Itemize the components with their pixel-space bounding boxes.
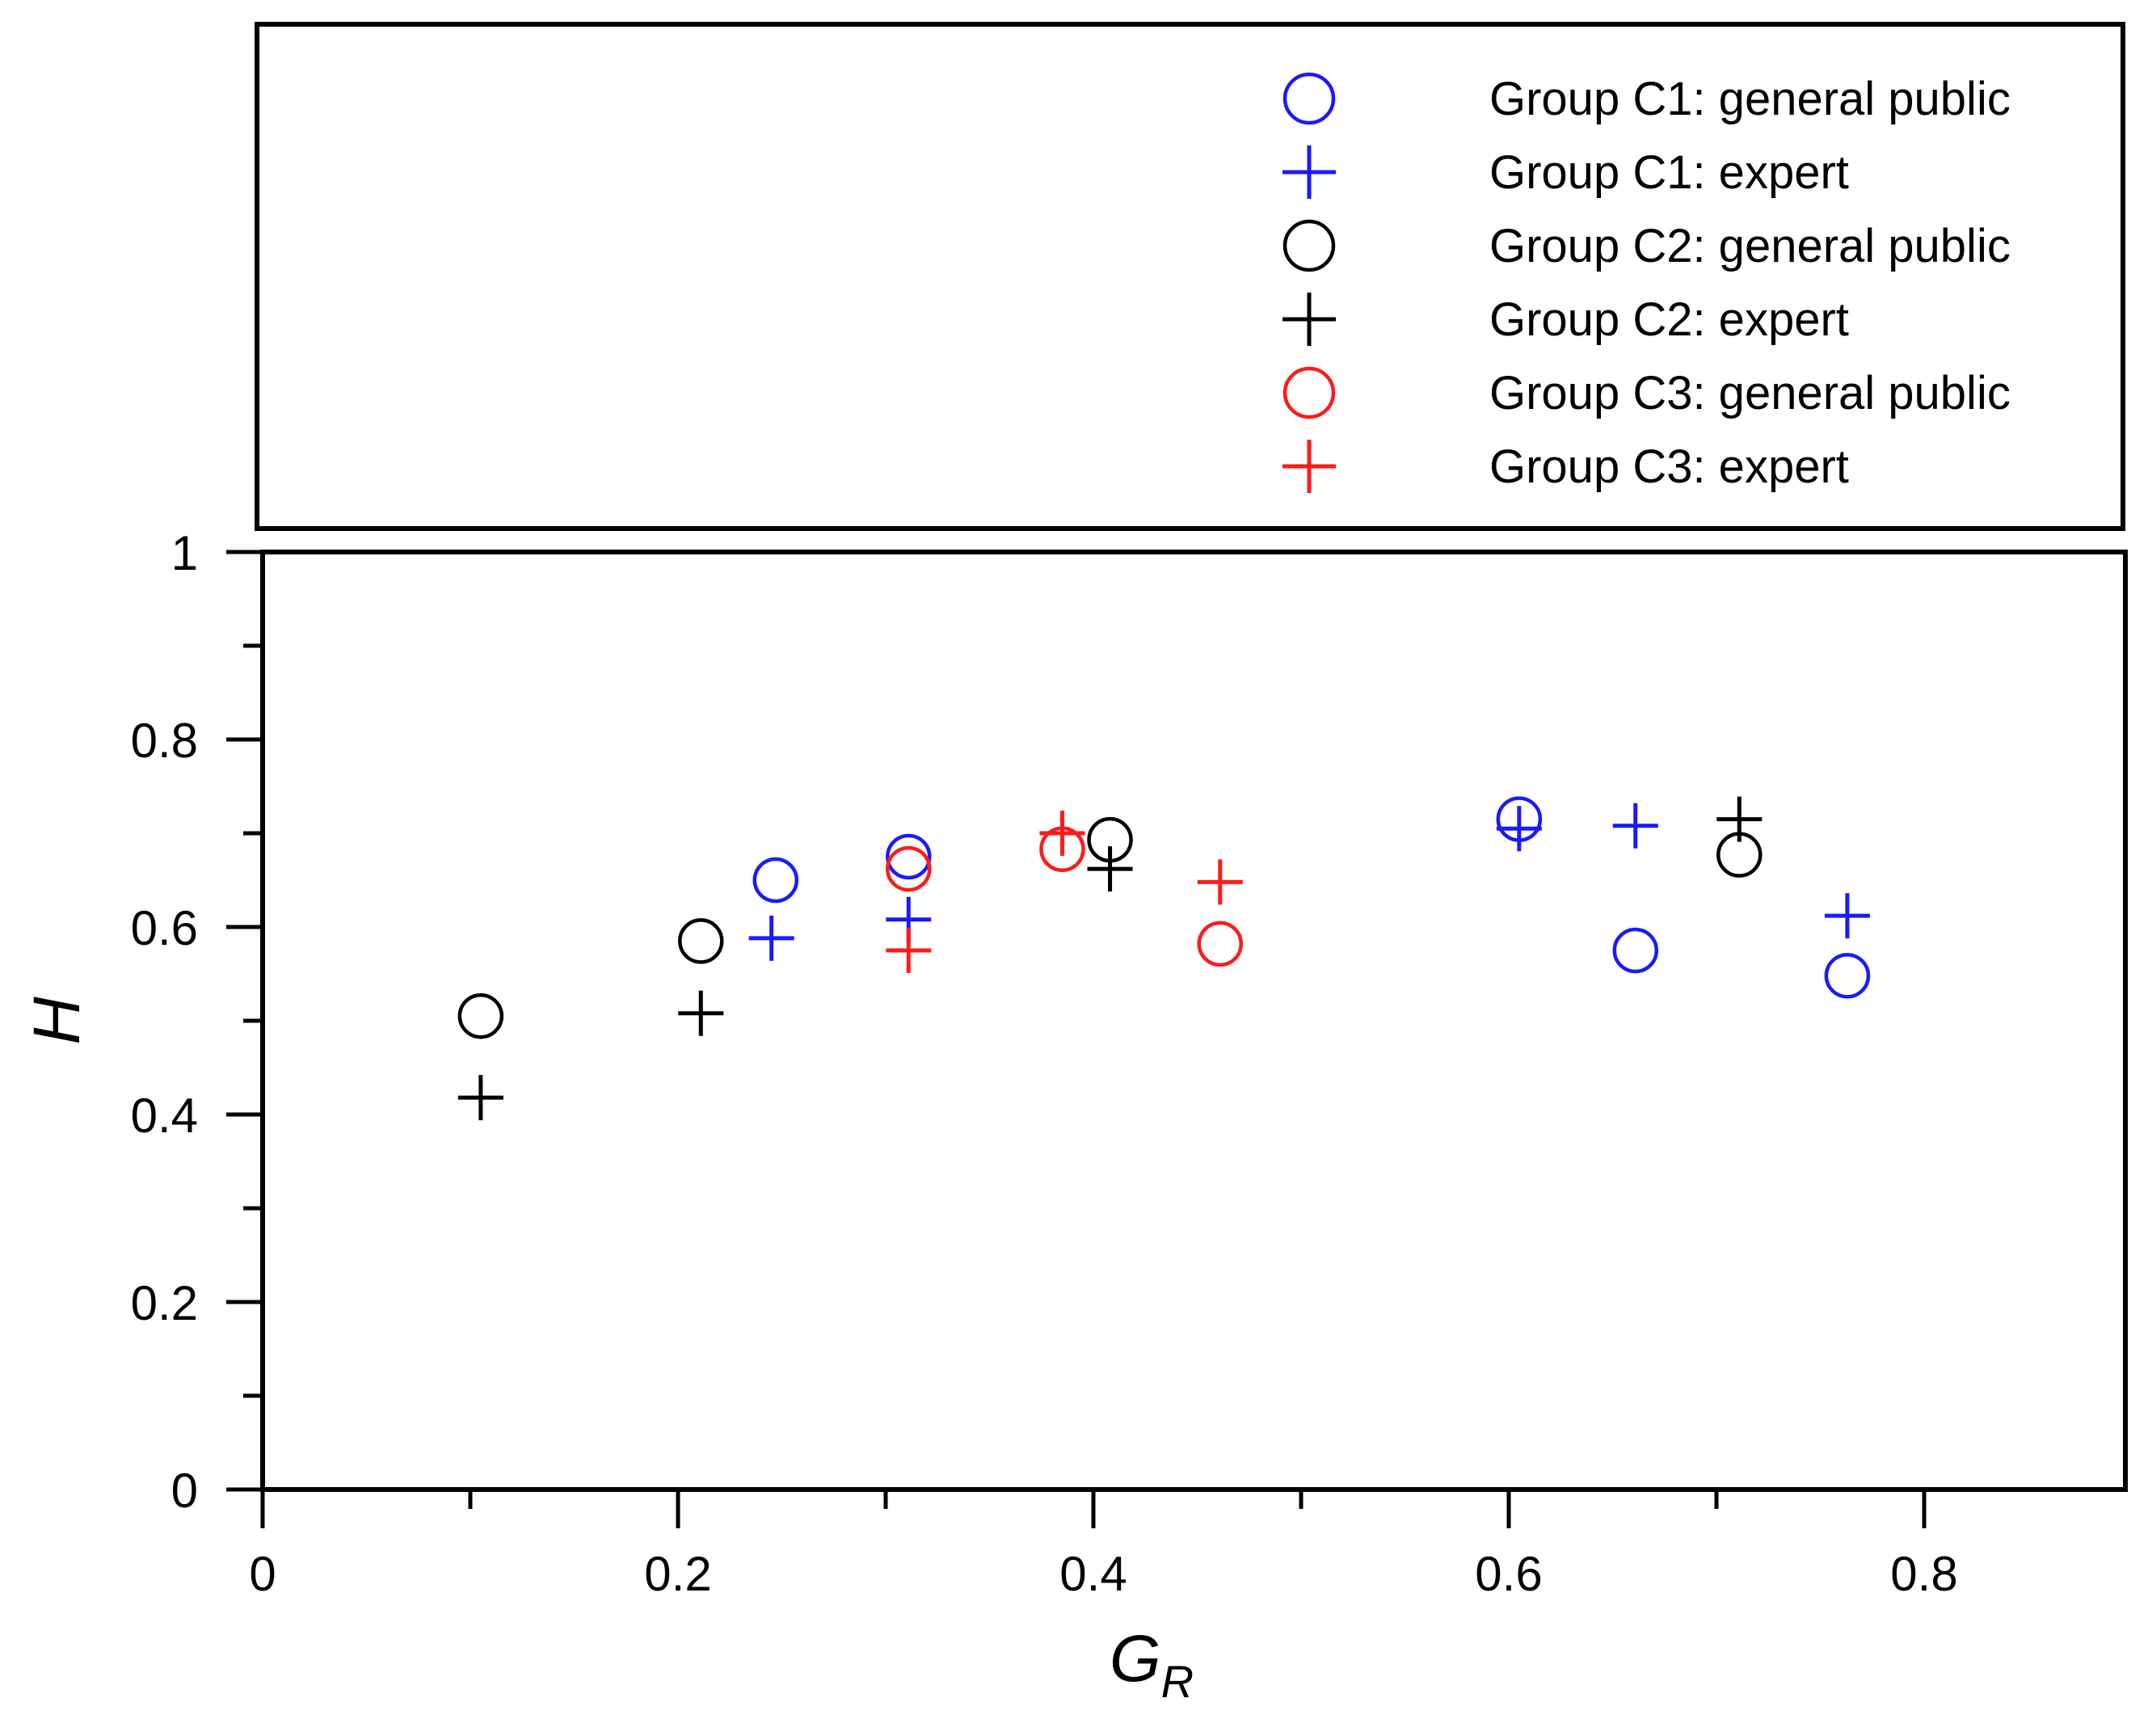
plot-frame [260,550,2128,1492]
data-point-plus [678,990,724,1036]
data-point-circle [678,918,724,964]
legend-circle-marker [1282,72,1336,125]
legend-item: Group C3: expert [1282,440,1849,493]
legend-frame [255,22,2125,531]
legend-plus-marker [1282,440,1336,493]
x-tick-label: 0.4 [1059,1547,1127,1601]
legend: Group C1: general public Group C1: expert… [255,22,2125,531]
x-tick-label: 0.2 [644,1547,711,1601]
legend-item: Group C2: general public [1282,219,2011,272]
legend-label: Group C1: general public [1489,73,2011,125]
x-tick-label: 0.6 [1475,1547,1542,1601]
x-tick-label: 0 [249,1547,276,1601]
legend-label: Group C3: general public [1489,367,2011,419]
plot-area: 0 0.2 0.4 0.6 0.8 0 0.2 0.4 0.6 0.8 1 [131,526,2128,1601]
y-tick-label: 0.8 [131,714,198,768]
x-axis: 0 0.2 0.4 0.6 0.8 [249,1490,1958,1601]
data-point-plus [886,928,932,973]
data-point-plus [1716,796,1763,842]
data-points [457,796,1871,1121]
legend-label: Group C2: general public [1489,220,2011,272]
data-point-circle [886,845,932,892]
x-tick-label: 0.8 [1890,1547,1957,1601]
data-point-plus [457,1075,503,1121]
legend-label: Group C2: expert [1489,293,1849,346]
data-point-plus [1612,803,1658,849]
y-tick-label: 0 [171,1464,198,1518]
y-axis-title: H [20,997,94,1045]
legend-circle-marker [1282,219,1336,272]
data-point-plus [748,915,794,961]
data-point-circle [752,857,799,904]
legend-plus-marker [1282,145,1336,199]
legend-circle-marker [1282,366,1336,419]
y-tick-label: 1 [171,526,198,580]
legend-item: Group C1: general public [1282,72,2011,125]
x-axis-title: GR [1110,1622,1194,1707]
data-point-plus [1087,846,1133,892]
legend-label: Group C1: expert [1489,146,1849,199]
legend-item: Group C1: expert [1282,145,1849,199]
data-point-plus [1496,806,1542,852]
data-point-circle [886,833,932,880]
y-tick-label: 0.4 [131,1089,198,1143]
y-tick-label: 0.2 [131,1276,198,1330]
y-tick-label: 0.6 [131,901,198,955]
data-point-plus [1197,859,1243,905]
data-point-circle [1612,927,1659,974]
legend-item: Group C2: expert [1282,293,1849,346]
data-point-plus [1824,893,1870,939]
data-point-plus [1039,811,1085,856]
legend-label: Group C3: expert [1489,440,1849,493]
data-point-circle [1824,953,1871,999]
legend-item: Group C3: general public [1282,366,2011,419]
data-point-circle [1197,921,1244,967]
data-point-circle [457,992,504,1039]
y-axis: 0 0.2 0.4 0.6 0.8 1 [131,526,263,1518]
legend-plus-marker [1282,293,1336,346]
